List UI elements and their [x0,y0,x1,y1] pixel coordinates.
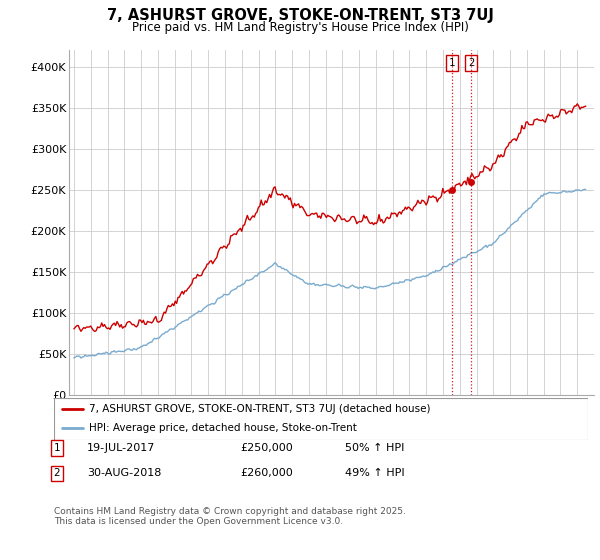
Text: 2: 2 [468,58,474,68]
Text: 7, ASHURST GROVE, STOKE-ON-TRENT, ST3 7UJ: 7, ASHURST GROVE, STOKE-ON-TRENT, ST3 7U… [107,8,493,24]
Text: 1: 1 [449,58,455,68]
Text: 7, ASHURST GROVE, STOKE-ON-TRENT, ST3 7UJ (detached house): 7, ASHURST GROVE, STOKE-ON-TRENT, ST3 7U… [89,404,430,414]
Text: 49% ↑ HPI: 49% ↑ HPI [345,468,404,478]
Text: £260,000: £260,000 [240,468,293,478]
Text: 1: 1 [53,443,61,453]
Text: 30-AUG-2018: 30-AUG-2018 [87,468,161,478]
Text: 19-JUL-2017: 19-JUL-2017 [87,443,155,453]
Text: 50% ↑ HPI: 50% ↑ HPI [345,443,404,453]
Text: Price paid vs. HM Land Registry's House Price Index (HPI): Price paid vs. HM Land Registry's House … [131,21,469,34]
Text: 2: 2 [53,468,61,478]
Text: Contains HM Land Registry data © Crown copyright and database right 2025.
This d: Contains HM Land Registry data © Crown c… [54,507,406,526]
Text: £250,000: £250,000 [240,443,293,453]
Text: HPI: Average price, detached house, Stoke-on-Trent: HPI: Average price, detached house, Stok… [89,423,356,433]
